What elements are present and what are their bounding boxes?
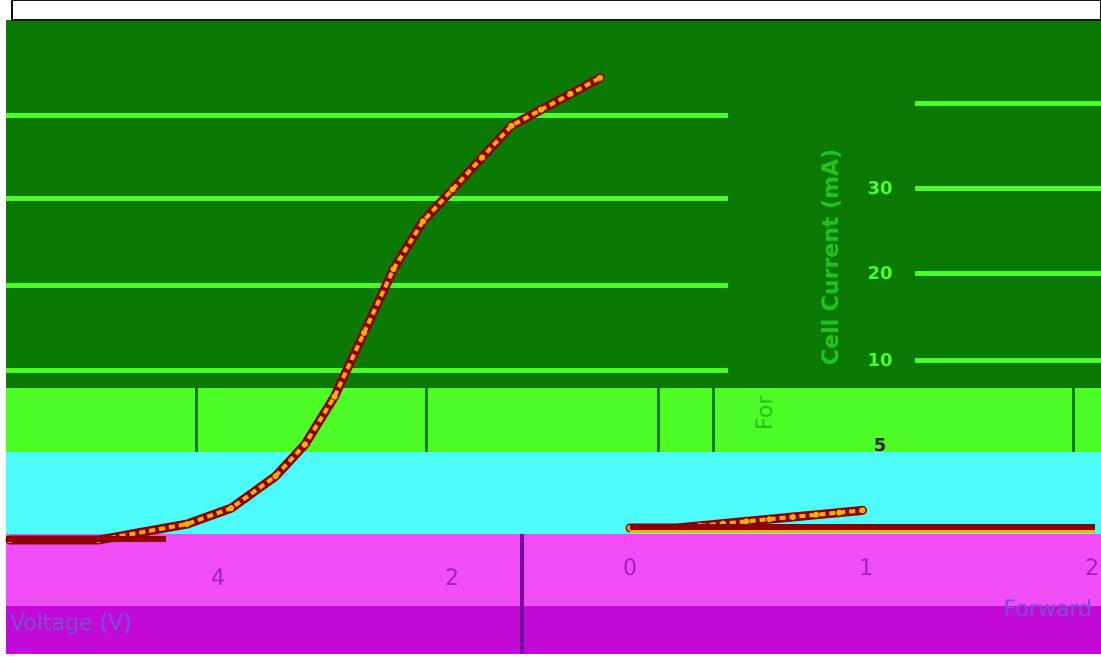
gridline-left-1 [6,196,728,201]
inset-y-axis-label: Cell Current (mA) [819,149,844,365]
right-tick-mark [855,378,858,388]
left-curve-point-4 [272,473,279,480]
lime-gridline-3 [712,388,715,452]
left-curve-point-9 [420,218,426,225]
gridline-left-0 [6,113,728,118]
left-curve-point-12 [508,122,515,129]
left-curve-point-10 [449,186,456,193]
gridline-left-3 [6,368,728,373]
right-curve-point-9 [836,509,843,516]
right-curve-point-8 [813,511,819,518]
left-baseline [6,536,166,542]
right-baseline-light [630,530,1095,533]
x-tick-label-mid: 2 [445,566,459,591]
left-curve-point-15 [597,74,603,81]
inset-y-tick-label-1: 10 [867,350,892,371]
inset-y-tick-label-3: 30 [867,178,892,199]
inset-y-tick-label-0: 5 [874,435,887,456]
left-curve-point-11 [479,154,485,161]
top-frame [11,0,1101,21]
inset-x-tick-label-2: 2 [1085,556,1099,581]
gridline-right-3 [915,358,1101,363]
left-curve-point-14 [567,90,574,97]
lime-gridline-4 [1072,388,1075,452]
grid-lines [6,101,1101,654]
left-curve-point-5 [302,441,308,448]
inset-x-tick-label-0: 0 [623,556,637,581]
left-curve-point-13 [538,106,544,113]
divider-bottom [520,534,524,654]
right-curve-point-7 [789,514,796,520]
gridline-right-2 [915,271,1101,276]
lime-gridline-1 [425,388,428,452]
purple-band [6,606,1101,654]
right-curve-point-5 [743,518,750,525]
x-axis-label: Voltage (V) [10,611,132,636]
left-curve-line-light [10,76,601,542]
left-curve-point-2 [184,521,190,528]
lime-band [6,388,1101,452]
right-baseline [630,524,1095,530]
left-curve-point-3 [228,505,235,512]
x-tick-label-left: 4 [211,566,225,591]
cyan-band [6,452,1101,534]
left-curve [5,73,605,545]
right-curve-point-6 [766,516,773,523]
inset-x-axis-label-rotated: For [753,395,778,430]
left-curve-point-8 [390,266,397,273]
right-curve-point-10 [859,507,866,514]
green-band [6,20,1101,388]
chart-text: 5 10 20 30 0 1 2 4 2 Cell Current (mA) For Voltage … [6,149,1099,636]
gridline-right-0 [915,101,1101,106]
right-curve-line-light [630,508,863,530]
inset-x-tick-label-1: 1 [859,556,873,581]
gridline-left-2 [6,283,728,288]
gridline-right-1 [915,186,1101,191]
lime-gridline-0 [195,388,198,452]
lime-gridline-2 [657,388,660,452]
inset-y-tick-label-2: 20 [867,263,892,284]
left-curve-point-6 [331,393,338,400]
left-curve-point-7 [361,329,367,336]
magenta-band [6,534,1101,606]
inset-x-axis-label: Forward [1004,597,1092,622]
